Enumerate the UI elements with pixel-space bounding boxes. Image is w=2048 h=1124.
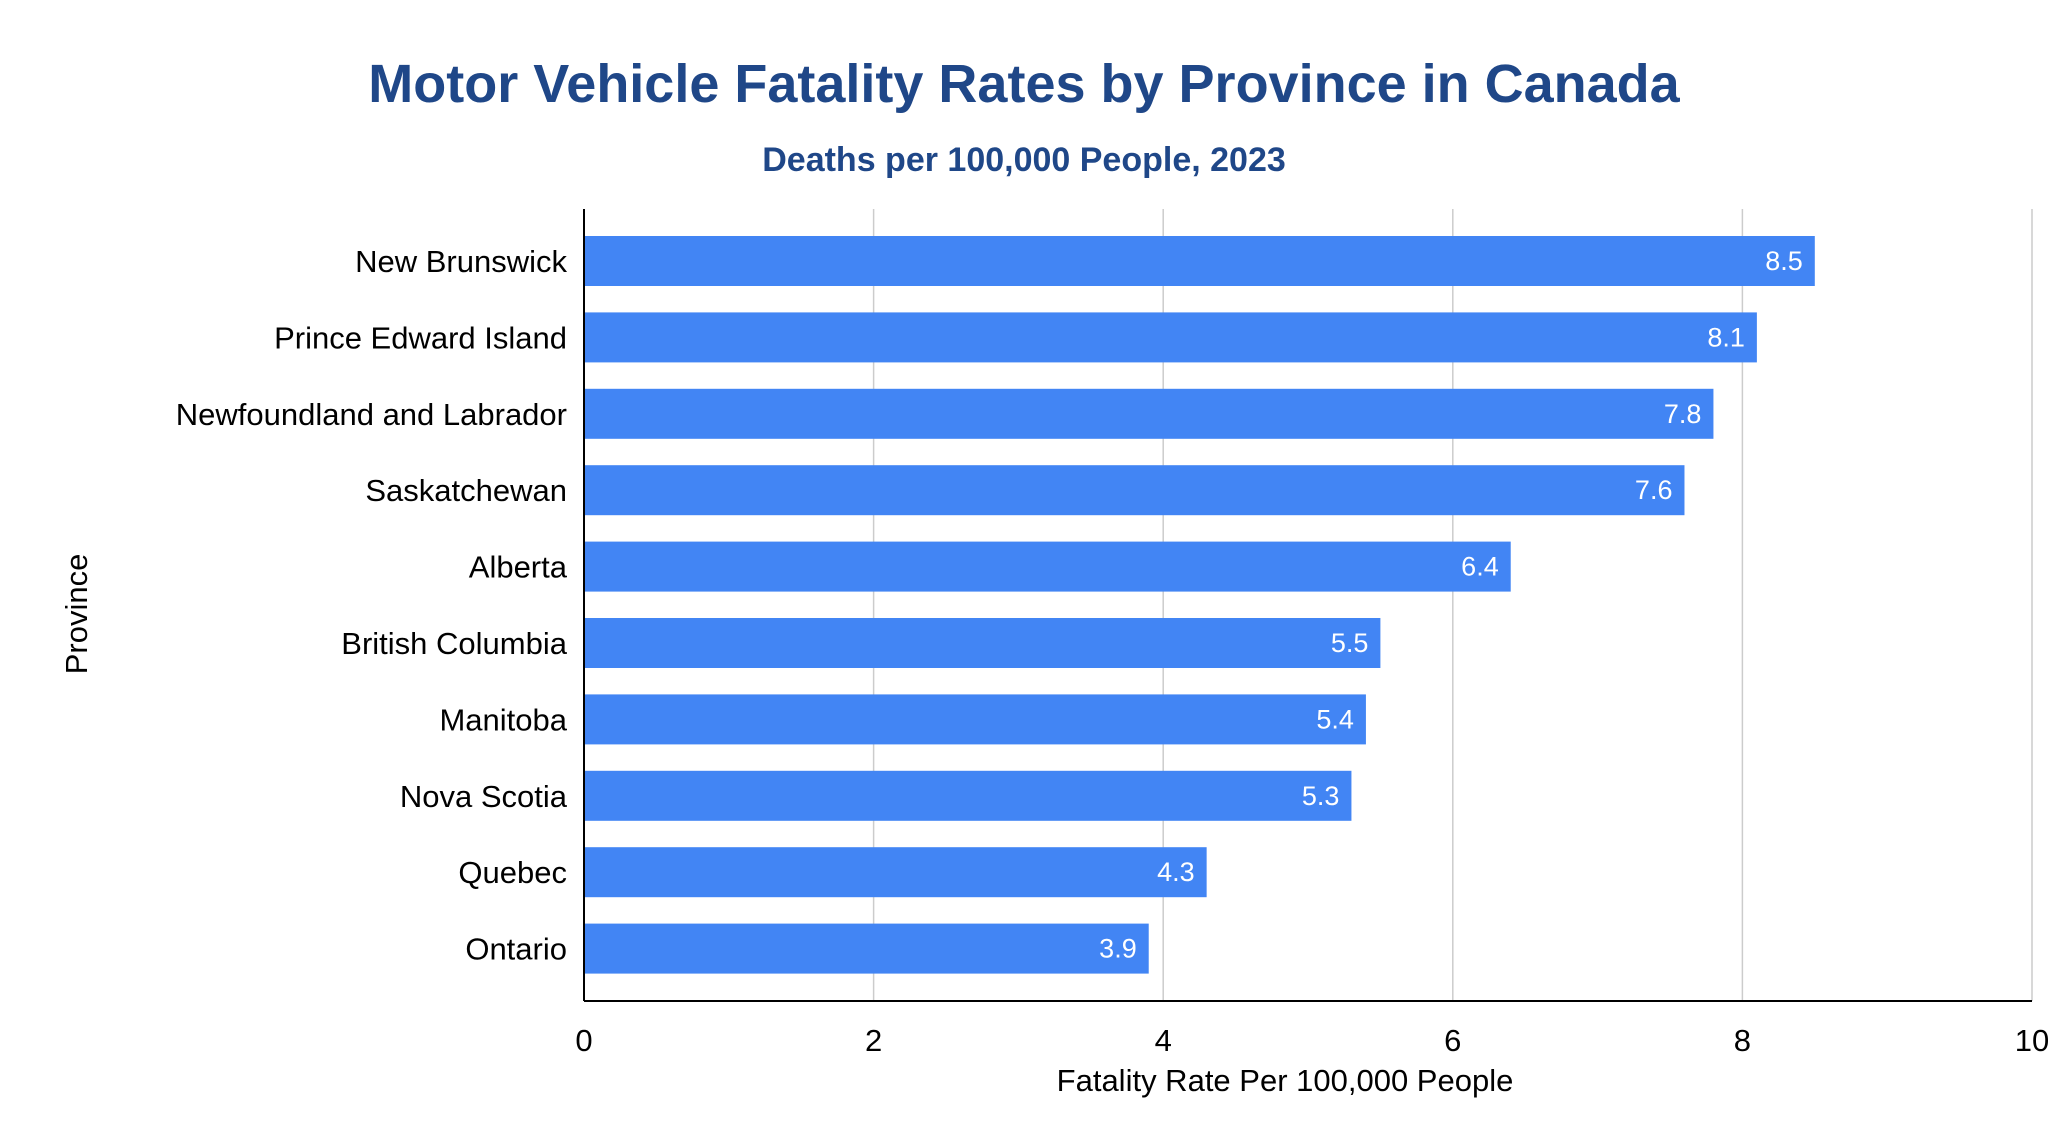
bar-value-label: 5.3	[1302, 781, 1340, 811]
bar	[584, 847, 1207, 898]
bar	[584, 541, 1511, 592]
category-label: New Brunswick	[355, 244, 567, 279]
category-label: Newfoundland and Labrador	[176, 397, 567, 432]
bar	[584, 618, 1381, 668]
bar	[584, 694, 1366, 745]
bar	[584, 388, 1714, 439]
x-tick-label: 2	[865, 1023, 882, 1058]
x-tick-label: 8	[1734, 1023, 1751, 1058]
bar-value-label: 5.4	[1316, 704, 1354, 734]
bar-value-label: 7.8	[1664, 399, 1702, 429]
bar-value-label: 8.1	[1707, 322, 1745, 352]
category-label: Quebec	[458, 855, 567, 890]
y-axis-title: Province	[59, 554, 94, 675]
x-tick-label: 6	[1444, 1023, 1461, 1058]
bar	[584, 312, 1757, 363]
bar-data-labels: 8.5 8.1 7.8 7.6 6.4 5.5 5.4 5.3 4.3 3.9	[1099, 246, 1803, 964]
x-tick-label: 4	[1155, 1023, 1172, 1058]
bar-value-label: 5.5	[1331, 628, 1369, 658]
category-label: Alberta	[469, 550, 568, 585]
x-tick-labels: 0 2 4 6 8 10	[575, 1023, 2048, 1058]
category-labels: New Brunswick Prince Edward Island Newfoun…	[176, 244, 568, 967]
bar-value-label: 3.9	[1099, 934, 1137, 964]
bar	[584, 236, 1815, 286]
bar-value-label: 7.6	[1635, 475, 1673, 505]
bar	[584, 770, 1352, 821]
category-label: British Columbia	[341, 626, 567, 661]
chart-subtitle: Deaths per 100,000 People, 2023	[762, 141, 1286, 179]
bar-value-label: 4.3	[1157, 857, 1195, 887]
x-tick-label: 0	[575, 1023, 592, 1058]
category-label: Nova Scotia	[400, 779, 568, 814]
bar-value-label: 8.5	[1765, 246, 1803, 276]
bar-value-label: 6.4	[1461, 552, 1499, 582]
bar	[584, 923, 1149, 974]
bar	[584, 465, 1685, 516]
category-label: Saskatchewan	[365, 473, 567, 508]
category-label: Prince Edward Island	[274, 320, 567, 355]
category-label: Ontario	[465, 932, 567, 967]
bars	[584, 236, 1815, 974]
category-label: Manitoba	[439, 702, 567, 737]
chart-title: Motor Vehicle Fatality Rates by Province…	[368, 54, 1680, 114]
x-tick-label: 10	[2015, 1023, 2048, 1058]
x-axis-title: Fatality Rate Per 100,000 People	[1057, 1063, 1514, 1098]
